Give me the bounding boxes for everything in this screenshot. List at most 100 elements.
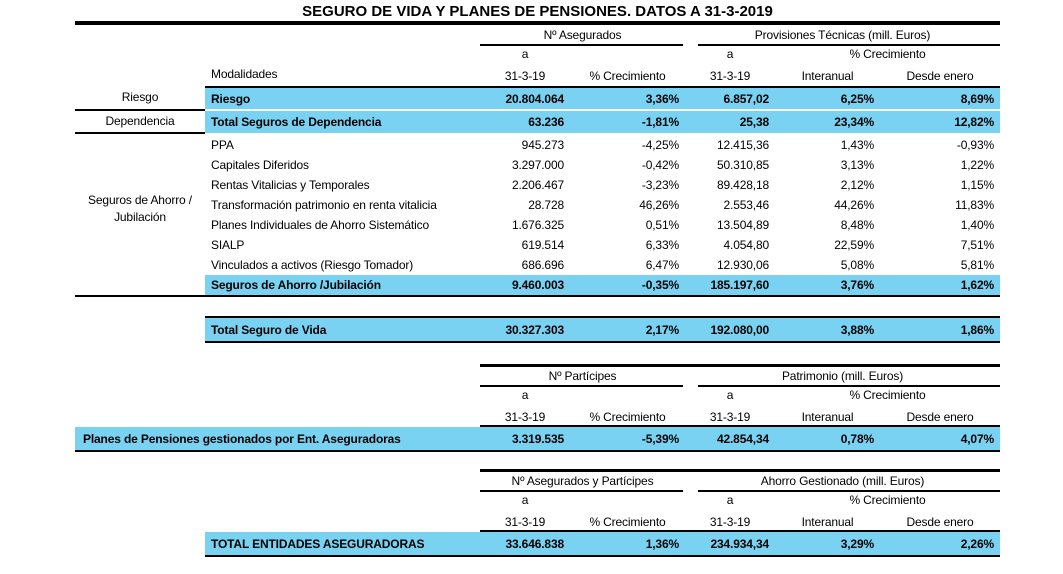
modalidad-label: Riesgo bbox=[211, 91, 251, 106]
title-divider-line bbox=[75, 21, 1000, 25]
value-cell: 3.319.535 bbox=[511, 431, 564, 446]
modalidad-label: Transformación patrimonio en renta vital… bbox=[211, 198, 437, 212]
col-header-date: 31-3-19 bbox=[709, 410, 751, 424]
col-header-desde-enero: Desde enero bbox=[906, 69, 974, 83]
col-header-a: a bbox=[726, 388, 734, 402]
row-label: TOTAL ENTIDADES ASEGURADORAS bbox=[211, 536, 425, 551]
row-label: Total Seguro de Vida bbox=[211, 322, 327, 337]
table-row: Capitales Diferidos 3.297.000 -0,42% 50.… bbox=[75, 155, 1000, 175]
value-cell: 1.676.325 bbox=[511, 218, 564, 232]
table-row: PPA 945.273 -4,25% 12.415,36 1,43% -0,93… bbox=[75, 135, 1000, 155]
total-seguro-vida-row: Total Seguro de Vida 30.327.303 2,17% 19… bbox=[205, 316, 1000, 343]
value-cell: -5,39% bbox=[641, 431, 679, 446]
value-cell: 2,12% bbox=[840, 178, 874, 192]
value-cell: 8,48% bbox=[840, 218, 874, 232]
value-cell: 11,83% bbox=[955, 198, 994, 212]
value-cell: 945.273 bbox=[521, 138, 564, 152]
value-cell: 6,47% bbox=[645, 258, 679, 272]
row-group-cell bbox=[75, 215, 205, 235]
value-cell: 1,36% bbox=[645, 536, 679, 551]
header-underline bbox=[698, 44, 1000, 46]
subheader-underline bbox=[480, 425, 1000, 427]
value-cell: 46,26% bbox=[639, 198, 679, 212]
spacer bbox=[570, 47, 685, 61]
col-header-date: 31-3-19 bbox=[504, 69, 546, 83]
value-cell: 42.854,34 bbox=[716, 431, 769, 446]
col-group-header-provisiones: Provisiones Técnicas (mill. Euros) bbox=[754, 28, 931, 42]
value-cell: 12.415,36 bbox=[716, 138, 769, 152]
col-header-a: a bbox=[521, 493, 529, 507]
value-cell: 50.310,85 bbox=[716, 158, 769, 172]
section-divider-line bbox=[480, 469, 1000, 472]
modalidad-label: SIALP bbox=[211, 238, 245, 252]
value-cell: 3,29% bbox=[840, 536, 874, 551]
row-group-label-line: Jubilación bbox=[114, 210, 166, 224]
col-header-date: 31-3-19 bbox=[504, 515, 546, 529]
row-group-cell bbox=[75, 155, 205, 175]
value-cell: 619.514 bbox=[521, 238, 564, 252]
col-header-growth: % Crecimiento bbox=[589, 410, 666, 424]
page-title: SEGURO DE VIDA Y PLANES DE PENSIONES. DA… bbox=[302, 3, 773, 20]
col-group-header-asegurados-participes: Nº Asegurados y Partícipes bbox=[511, 474, 654, 488]
value-cell: 3,36% bbox=[645, 91, 679, 106]
modalidad-label: Seguros de Ahorro /Jubilación bbox=[211, 278, 381, 292]
row-group-cell bbox=[75, 111, 205, 133]
value-cell: 0,78% bbox=[840, 431, 874, 446]
subheader-a-row: a a % Crecimiento bbox=[480, 47, 1000, 61]
value-cell: 185.197,60 bbox=[710, 278, 769, 292]
table-row: SIALP 619.514 6,33% 4.054,80 22,59% 7,51… bbox=[75, 235, 1000, 255]
table-row: Transformación patrimonio en renta vital… bbox=[75, 195, 1000, 215]
value-cell: 192.080,00 bbox=[710, 322, 769, 337]
value-cell: 2,26% bbox=[960, 536, 994, 551]
value-cell: -0,93% bbox=[956, 138, 994, 152]
value-cell: 9.460.003 bbox=[511, 278, 564, 292]
header-underline bbox=[698, 385, 1000, 387]
modalidad-label: Vinculados a activos (Riesgo Tomador) bbox=[211, 258, 414, 272]
col-header-a: a bbox=[521, 388, 529, 402]
value-cell: 686.696 bbox=[521, 258, 564, 272]
col-header-growth-group: % Crecimiento bbox=[849, 47, 926, 61]
value-cell: 28.728 bbox=[528, 198, 564, 212]
table-row: Rentas Vitalicias y Temporales 2.206.467… bbox=[75, 175, 1000, 195]
value-cell: 6,33% bbox=[645, 238, 679, 252]
table-row: Riesgo 20.804.064 3,36% 6.857,02 6,25% 8… bbox=[75, 86, 1000, 109]
subheader-a-row: a a % Crecimiento bbox=[480, 388, 1000, 402]
col-header-growth-group: % Crecimiento bbox=[849, 493, 926, 507]
col-header-growth-group: % Crecimiento bbox=[849, 388, 926, 402]
table-row: Vinculados a activos (Riesgo Tomador) 68… bbox=[75, 255, 1000, 275]
subheader-row: 31-3-19 % Crecimiento 31-3-19 Interanual… bbox=[480, 64, 1000, 83]
table-row: Total Seguros de Dependencia 63.236 -1,8… bbox=[75, 111, 1000, 133]
value-cell: 13.504,89 bbox=[716, 218, 769, 232]
value-cell: 0,51% bbox=[645, 218, 679, 232]
value-cell: 1,86% bbox=[960, 322, 994, 337]
value-cell: -0,42% bbox=[641, 158, 679, 172]
col-header-modalidades: Modalidades bbox=[211, 67, 278, 81]
row-group-cell bbox=[75, 195, 205, 215]
value-cell: 1,22% bbox=[960, 158, 994, 172]
row-label: Planes de Pensiones gestionados por Ent.… bbox=[83, 431, 401, 446]
row-group-cell bbox=[75, 135, 205, 155]
col-header-desde-enero: Desde enero bbox=[906, 515, 974, 529]
value-cell: 2,17% bbox=[645, 322, 679, 337]
value-cell: -1,81% bbox=[641, 115, 679, 129]
row-group-label-line: Seguros de Ahorro / bbox=[88, 193, 192, 207]
table-row: Seguros de Ahorro /Jubilación 9.460.003 … bbox=[75, 275, 1000, 297]
value-cell: 5,81% bbox=[960, 258, 994, 272]
value-cell: 22,59% bbox=[834, 238, 874, 252]
value-cell: 44,26% bbox=[834, 198, 874, 212]
subheader-underline bbox=[480, 530, 1000, 532]
col-header-growth: % Crecimiento bbox=[589, 69, 666, 83]
row-group-cell bbox=[75, 235, 205, 255]
col-header-a: a bbox=[521, 47, 529, 61]
planes-pensiones-row: Planes de Pensiones gestionados por Ent.… bbox=[75, 427, 1000, 452]
value-cell: 30.327.303 bbox=[505, 322, 564, 337]
col-header-date: 31-3-19 bbox=[709, 69, 751, 83]
col-group-header-asegurados: Nº Asegurados bbox=[543, 28, 622, 42]
row-group-label-ahorro: Seguros de Ahorro / Jubilación bbox=[75, 192, 205, 226]
col-header-a: a bbox=[726, 493, 734, 507]
value-cell: 20.804.064 bbox=[505, 91, 564, 106]
value-cell: 33.646.838 bbox=[505, 536, 564, 551]
value-cell: 2.206.467 bbox=[511, 178, 564, 192]
value-cell: 6,25% bbox=[840, 91, 874, 106]
